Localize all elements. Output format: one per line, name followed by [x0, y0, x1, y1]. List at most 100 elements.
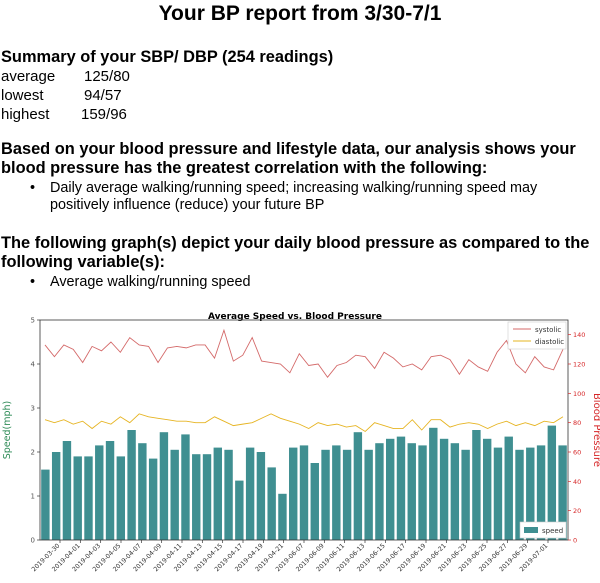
speed-bar: [289, 447, 298, 540]
speed-bar: [332, 445, 341, 540]
speed-bar: [418, 445, 427, 540]
left-tick-label: 1: [31, 493, 35, 501]
speed-bar: [504, 436, 513, 540]
speed-bar: [386, 438, 395, 540]
speed-bar: [256, 452, 266, 540]
right-tick-label: 120: [573, 361, 585, 369]
left-tick-label: 0: [31, 537, 35, 545]
analysis-bullet: • Daily average walking/running speed; i…: [1, 180, 596, 214]
legend-diastolic-label: diastolic: [535, 338, 564, 346]
stat-row-average: average 125/80: [1, 67, 596, 86]
bullet-dot: •: [30, 274, 36, 290]
right-tick-label: 100: [573, 390, 585, 398]
speed-bar: [267, 467, 276, 540]
left-tick-label: 5: [31, 317, 35, 325]
right-tick-label: 40: [573, 478, 581, 486]
speed-bar: [396, 436, 406, 540]
legend-speed-swatch: [524, 527, 538, 533]
speed-bar: [213, 447, 222, 540]
legend-box: [507, 321, 567, 350]
stat-value: 159/96: [81, 106, 127, 123]
speed-bar: [41, 469, 50, 540]
stat-row-lowest: lowest 94/57: [1, 86, 596, 105]
speed-bp-chart: Average Speed vs. Blood Pressure 012345 …: [2, 312, 600, 573]
stat-label: average: [1, 68, 56, 85]
speed-bar: [450, 443, 460, 540]
stat-row-highest: highest 159/96: [1, 105, 596, 124]
speed-bar: [407, 443, 416, 540]
speed-bar: [148, 458, 158, 540]
analysis-section: Based on your blood pressure and lifesty…: [1, 140, 596, 214]
right-tick-label: 60: [573, 449, 581, 457]
stat-value: 125/80: [84, 68, 130, 85]
bp-lines: [44, 328, 564, 433]
stat-label: highest: [1, 106, 50, 123]
left-axis: 0 1 2 3 4 5: [31, 317, 40, 545]
speed-bar: [245, 447, 255, 540]
speed-bar: [51, 452, 61, 540]
legend-box: [519, 521, 567, 539]
speed-bar: [62, 441, 72, 540]
right-tick-label: 140: [573, 331, 585, 339]
speed-bar: [105, 441, 115, 540]
speed-bar: [515, 449, 524, 540]
speed-bar: [439, 438, 449, 540]
graph-bullet: • Average walking/running speed: [1, 274, 596, 291]
graph-heading: The following graph(s) depict your daily…: [1, 234, 590, 271]
systolic-line: [44, 328, 564, 378]
legend-lines: systolic diastolic: [507, 321, 567, 350]
speed-bar: [310, 463, 319, 540]
graph-bullet-text: Average walking/running speed: [50, 274, 251, 290]
right-tick-label: 20: [573, 507, 581, 515]
speed-bar: [127, 430, 136, 540]
speed-bar: [116, 456, 126, 540]
y-axis-right-label: Blood Pressure: [591, 393, 600, 467]
speed-bar: [353, 432, 363, 540]
speed-bar: [558, 445, 567, 540]
speed-bar: [526, 447, 535, 540]
speed-bar: [364, 449, 373, 540]
left-tick-label: 2: [31, 449, 35, 457]
speed-bar: [138, 443, 147, 540]
diastolic-line: [44, 413, 564, 433]
stat-value: 94/57: [84, 87, 122, 104]
speed-bar: [375, 443, 384, 540]
analysis-bullet-text: Daily average walking/running speed; inc…: [50, 180, 538, 213]
speed-bar: [84, 456, 93, 540]
speed-bar: [202, 454, 212, 540]
stat-label: lowest: [1, 87, 44, 104]
speed-bar: [482, 438, 492, 540]
speed-bar: [170, 449, 179, 540]
bullet-dot: •: [30, 180, 36, 196]
right-axis: 0 20 40 60 80 100 120 140: [568, 331, 585, 545]
speed-bar: [536, 445, 546, 540]
summary-section: Summary of your SBP/ DBP (254 readings) …: [1, 48, 596, 124]
speed-bar: [299, 445, 309, 540]
speed-bar: [342, 449, 352, 540]
speed-bar: [278, 493, 287, 540]
y-axis-left-label: Speed(mph): [2, 401, 13, 460]
x-axis: 2019-03-302019-04-012019-04-032019-04-05…: [31, 540, 549, 573]
speed-bar: [181, 434, 190, 540]
legend-systolic-label: systolic: [535, 326, 561, 334]
speed-bar: [192, 454, 201, 540]
analysis-heading: Based on your blood pressure and lifesty…: [1, 140, 576, 177]
speed-bar: [472, 430, 481, 540]
legend-bars: speed: [519, 521, 567, 539]
graph-section: The following graph(s) depict your daily…: [1, 234, 596, 291]
summary-heading: Summary of your SBP/ DBP (254 readings): [1, 48, 334, 66]
report-title: Your BP report from 3/30-7/1: [158, 2, 442, 25]
speed-bar: [547, 425, 557, 540]
left-tick-label: 4: [31, 361, 36, 369]
speed-bar: [159, 432, 169, 540]
chart-title: Average Speed vs. Blood Pressure: [208, 312, 382, 322]
right-tick-label: 0: [573, 537, 577, 545]
legend-speed-label: speed: [542, 527, 563, 535]
speed-bar: [493, 447, 503, 540]
right-tick-label: 80: [573, 419, 581, 427]
speed-bar: [95, 445, 104, 540]
left-tick-label: 3: [31, 405, 35, 413]
speed-bar: [73, 456, 82, 540]
speed-bar: [224, 449, 233, 540]
speed-bar: [429, 427, 438, 540]
